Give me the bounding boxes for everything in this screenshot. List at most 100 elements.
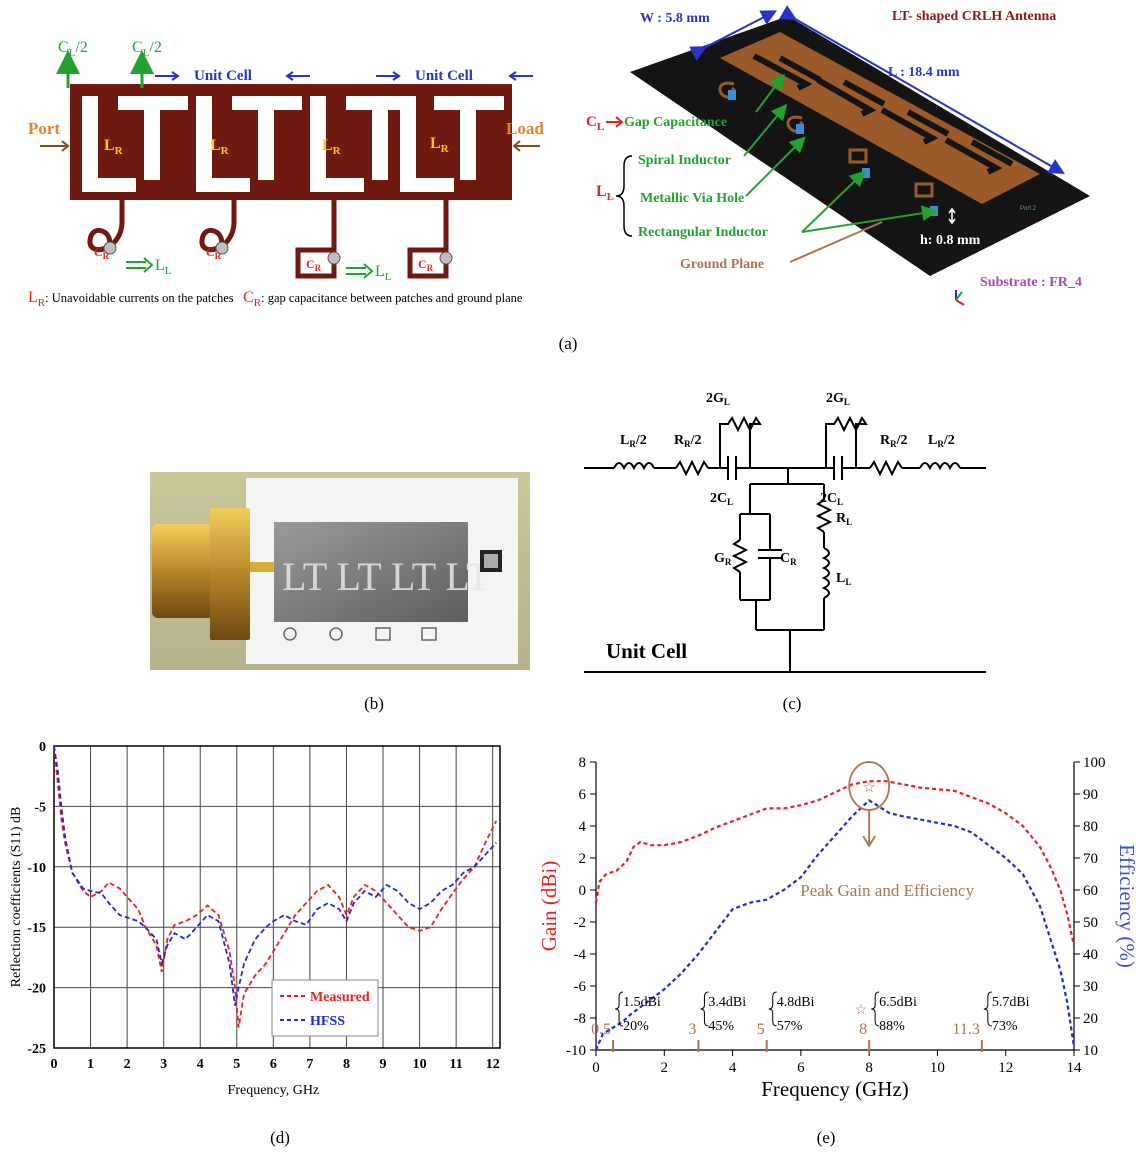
y-right-tick-label: 70: [1083, 851, 1098, 867]
x-tick-label: 11: [450, 1057, 463, 1072]
x-tick-label: 4: [729, 1060, 737, 1076]
brace: [983, 991, 992, 1027]
gain-value: 5.7dBi: [992, 995, 1030, 1010]
svg-text:CL: CL: [586, 114, 604, 133]
series-line-hfss: [53, 745, 497, 1006]
y-tick-label: -10: [566, 1043, 586, 1059]
freq-marker-label: 5: [757, 1021, 765, 1038]
svg-text:LR: LR: [430, 135, 450, 155]
svg-text:2GL: 2GL: [826, 391, 850, 407]
x-tick-label: 9: [380, 1057, 387, 1072]
svg-text:LL: LL: [596, 183, 614, 203]
svg-text:2CL: 2CL: [820, 491, 843, 507]
brace: [871, 991, 880, 1027]
svg-text:W : 5.8 mm: W : 5.8 mm: [640, 11, 710, 26]
unit-cell-label-2: Unit Cell: [415, 68, 473, 84]
gain-value: 4.8dBi: [777, 995, 815, 1010]
y-right-tick-label: 90: [1083, 787, 1098, 803]
y-right-tick-label: 10: [1083, 1043, 1098, 1059]
svg-text:GR: GR: [714, 551, 732, 567]
freq-marker-label: 11.3: [952, 1021, 979, 1038]
y-right-tick-label: 30: [1083, 979, 1098, 995]
svg-text:LR: LR: [210, 137, 230, 157]
y-tick-label: 0: [579, 883, 587, 899]
y-tick-label: 8: [579, 755, 587, 771]
x-tick-label: 8: [343, 1057, 350, 1072]
y-axis-label: Gain (dBi): [537, 861, 561, 951]
svg-text:CR: CR: [206, 245, 222, 261]
x-tick-label: 3: [160, 1057, 167, 1072]
gain-value: 1.5dBi: [623, 995, 661, 1010]
x-tick-label: 2: [661, 1060, 669, 1076]
figure-a-right: Port 2 LT- shaped CRLH Antenna W : 5.8 m…: [570, 0, 1136, 320]
lt-antenna-layout: CL/2 CL/2 Unit Cell Unit Cell Port Load …: [28, 39, 544, 309]
efficiency-value: 88%: [879, 1019, 905, 1034]
svg-text:Spiral Inductor: Spiral Inductor: [638, 153, 731, 168]
brace: [700, 991, 709, 1027]
y-right-tick-label: 80: [1083, 819, 1098, 835]
svg-text:CR: CR: [306, 257, 322, 273]
svg-text:CL/2: CL/2: [58, 39, 88, 59]
x-tick-label: 12: [486, 1057, 500, 1072]
svg-text:2GL: 2GL: [706, 391, 730, 407]
series-line-efficiency: [594, 799, 1076, 1051]
y-tick-label: 6: [579, 787, 587, 803]
svg-text:h: 0.8 mm: h: 0.8 mm: [920, 233, 981, 248]
svg-text:CR: CR: [418, 257, 434, 273]
freq-marker-label: 0.5: [591, 1021, 611, 1038]
y-tick-label: -25: [27, 1042, 46, 1057]
y-right-tick-label: 60: [1083, 883, 1098, 899]
legend-box: [271, 979, 379, 1037]
y-tick-label: -15: [27, 921, 46, 936]
svg-text:RR/2: RR/2: [880, 433, 908, 449]
antenna-title: LT- shaped CRLH Antenna: [892, 9, 1056, 24]
svg-text:2CL: 2CL: [710, 491, 733, 507]
svg-text:CR: CR: [94, 245, 110, 261]
caption-b: (b): [364, 694, 384, 713]
y-right-tick-label: 100: [1083, 755, 1106, 771]
x-tick-label: 1: [87, 1057, 94, 1072]
svg-text:LL: LL: [375, 263, 392, 283]
x-tick-label: 10: [413, 1057, 427, 1072]
y-tick-label: -4: [574, 947, 587, 963]
x-tick-label: 0: [51, 1057, 58, 1072]
y-tick-label: -8: [574, 1011, 587, 1027]
x-tick-label: 10: [930, 1060, 945, 1076]
y-axis-label: Reflection coefficients (S11) dB: [9, 807, 24, 988]
plot-frame: [53, 745, 501, 1049]
caption-a: (a): [558, 334, 578, 353]
series-line-gain: [594, 780, 1076, 947]
svg-text:LR: LR: [322, 137, 342, 157]
caption-e: (e): [816, 1128, 836, 1147]
x-tick-label: 2: [124, 1057, 131, 1072]
load-label: Load: [506, 119, 544, 138]
svg-text:Metallic Via Hole: Metallic Via Hole: [640, 191, 744, 206]
efficiency-value: 57%: [777, 1019, 803, 1034]
svg-text:Gap Capacitance: Gap Capacitance: [624, 115, 727, 130]
brace: [615, 991, 624, 1027]
caption-c: (c): [782, 694, 802, 713]
star-marker: ☆: [855, 1003, 868, 1018]
caption-d: (d): [270, 1128, 290, 1147]
y-tick-label: -6: [574, 979, 587, 995]
inductor-stubs: [87, 200, 449, 279]
svg-text:LR: LR: [104, 137, 124, 157]
y-tick-label: -20: [27, 982, 46, 997]
unit-cell-title: Unit Cell: [606, 639, 687, 663]
freq-marker-label: 3: [688, 1021, 696, 1038]
svg-text:LL: LL: [155, 257, 172, 277]
gain-value: 3.4dBi: [708, 995, 746, 1010]
x-tick-label: 6: [270, 1057, 277, 1072]
peak-arrow-head: [862, 835, 876, 848]
gain-value: 6.5dBi: [879, 995, 917, 1010]
port-label: Port: [28, 119, 60, 138]
x-tick-label: 8: [865, 1060, 873, 1076]
figure-c-circuit: 2GL 2GL LR/2 RR/2 RR/2 LR/2 2CL 2CL GR C…: [580, 380, 1000, 680]
efficiency-value: 20%: [623, 1019, 649, 1034]
x-tick-label: 5: [233, 1057, 240, 1072]
svg-text:Ground Plane: Ground Plane: [680, 257, 764, 272]
y-right-tick-label: 50: [1083, 915, 1098, 931]
figure-b-photo: LT LT LT LT: [150, 472, 530, 670]
unit-cell-label-1: Unit Cell: [194, 68, 252, 84]
